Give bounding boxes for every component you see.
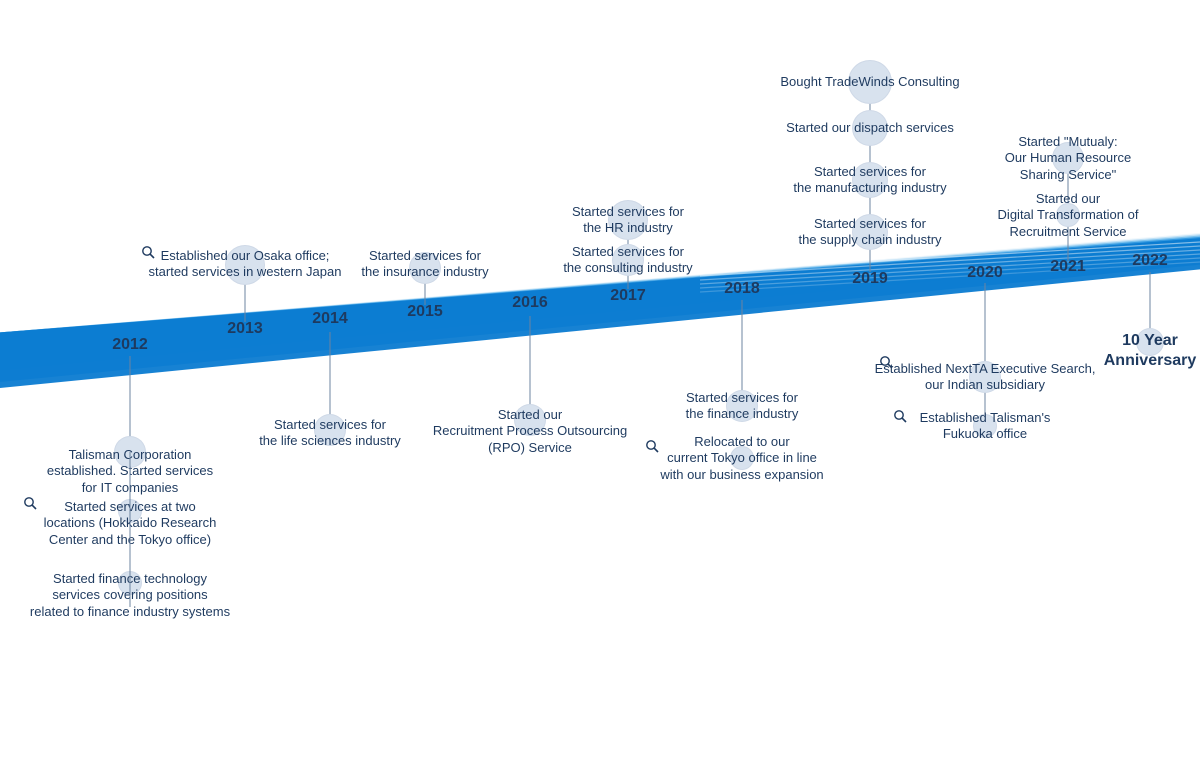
year-label-2019: 2019: [852, 270, 888, 288]
event-2020-text-0: Established NextTA Executive Search, our…: [875, 361, 1096, 394]
event-2018-text-0: Started services for the finance industr…: [686, 390, 799, 423]
event-2020-connector: [985, 283, 986, 414]
event-2019-text-2: Started services for the manufacturing i…: [793, 164, 946, 197]
event-2012-connector-ext: [130, 452, 131, 607]
event-2016-connector: [530, 316, 531, 412]
event-2019-text-1: Started our dispatch services: [786, 120, 954, 136]
year-label-2012: 2012: [112, 336, 148, 354]
event-2022-connector: [1150, 272, 1151, 333]
event-2012-search-icon: [22, 495, 38, 511]
year-label-2022: 2022: [1132, 252, 1168, 270]
year-label-2020: 2020: [967, 264, 1003, 282]
event-2017-text-0: Started services for the HR industry: [572, 204, 684, 237]
year-label-2015: 2015: [407, 303, 443, 321]
event-2014-text: Started services for the life sciences i…: [259, 417, 401, 450]
event-2018-search-icon: [644, 438, 660, 454]
event-2020-search-icon-0: [878, 354, 894, 370]
event-2019-text-0: Bought TradeWinds Consulting: [780, 74, 959, 90]
event-2020-text-1: Established Talisman's Fukuoka office: [920, 410, 1051, 443]
event-2018-connector: [742, 300, 743, 398]
event-2016-text: Started our Recruitment Process Outsourc…: [433, 407, 627, 456]
event-2021-text-0: Started "Mutualy: Our Human Resource Sha…: [1005, 134, 1131, 183]
event-2013-search-icon: [140, 244, 156, 260]
event-2013-text: Established our Osaka office; started se…: [149, 248, 342, 281]
event-2014-connector: [330, 332, 331, 422]
event-2019-text-3: Started services for the supply chain in…: [798, 216, 941, 249]
event-2017-text-1: Started services for the consulting indu…: [563, 244, 692, 277]
year-label-2016: 2016: [512, 294, 548, 312]
event-2021-text-1: Started our Digital Transformation of Re…: [998, 191, 1139, 240]
event-2015-text: Started services for the insurance indus…: [361, 248, 488, 281]
year-label-2014: 2014: [312, 310, 348, 328]
event-2020-search-icon-1: [892, 408, 908, 424]
year-label-2017: 2017: [610, 287, 646, 305]
event-2018-text-1: Relocated to our current Tokyo office in…: [660, 434, 823, 483]
year-label-2018: 2018: [724, 280, 760, 298]
timeline-infographic: 2012201320142015201620172018201920202021…: [0, 0, 1200, 763]
event-2022-text: 10 Year Anniversary: [1104, 331, 1197, 371]
year-label-2013: 2013: [227, 320, 263, 338]
